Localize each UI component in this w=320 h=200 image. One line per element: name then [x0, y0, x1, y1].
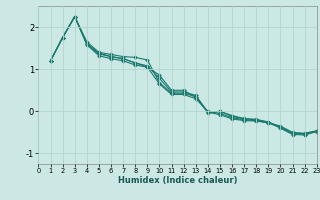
X-axis label: Humidex (Indice chaleur): Humidex (Indice chaleur): [118, 176, 237, 185]
